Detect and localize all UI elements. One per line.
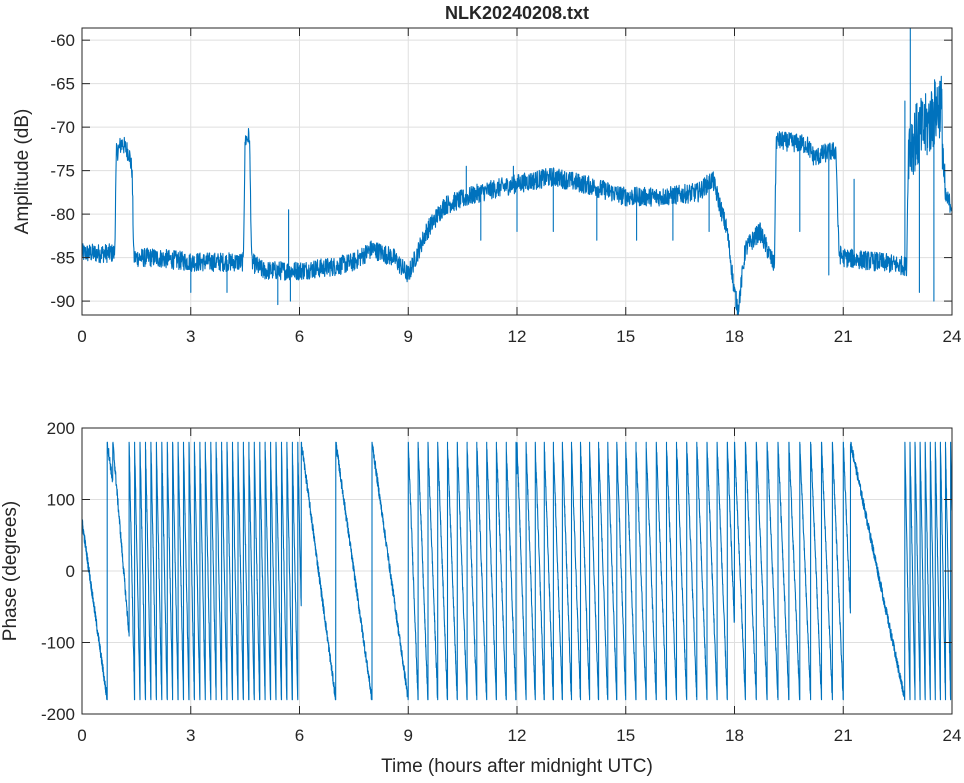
y-tick-label: 0 [66, 562, 75, 581]
x-tick-label: 21 [834, 726, 853, 745]
x-tick-label: 24 [943, 327, 962, 346]
y-tick-label: -60 [50, 31, 75, 50]
axes-2: 0 3 6 9 12 15 18 21 24 -200 -100 0 100 200 Phase (degr… [0, 419, 961, 777]
x-tick-label: 3 [186, 726, 195, 745]
chart-title: NLK20240208.txt [445, 3, 589, 23]
y-tick-label: -70 [50, 118, 75, 137]
series-line-amplitude [81, 27, 953, 316]
y-tick-label: -80 [50, 205, 75, 224]
y-tick-label: 100 [47, 491, 75, 510]
x-tick-label: 6 [295, 327, 304, 346]
y-tick-label: -90 [50, 292, 75, 311]
x-tick-label: 18 [725, 327, 744, 346]
x-tick-label: 15 [616, 327, 635, 346]
y-axis-label: Amplitude (dB) [12, 109, 33, 235]
axes-1: 0 3 6 9 12 15 18 21 24 -90 -85 -80 -75 -70 -65 -60 Ampli… [12, 3, 961, 346]
x-tick-label: 21 [834, 327, 853, 346]
y-axis-label: Phase (degrees) [0, 501, 21, 641]
x-tick-label: 0 [77, 726, 86, 745]
y-tick-label: -85 [50, 249, 75, 268]
x-tick-label: 9 [404, 726, 413, 745]
y-tick-label: -200 [41, 705, 75, 724]
x-tick-label: 12 [508, 327, 527, 346]
y-tick-label: 200 [47, 419, 75, 438]
x-tick-label: 6 [295, 726, 304, 745]
x-tick-label: 0 [77, 327, 86, 346]
x-tick-label: 15 [616, 726, 635, 745]
x-axis-label: Time (hours after midnight UTC) [381, 756, 653, 777]
y-tick-label: -75 [50, 162, 75, 181]
x-tick-label: 3 [186, 327, 195, 346]
y-tick-label: -65 [50, 75, 75, 94]
x-tick-label: 18 [725, 726, 744, 745]
x-tick-label: 9 [404, 327, 413, 346]
x-tick-label: 12 [508, 726, 527, 745]
x-tick-label: 24 [943, 726, 962, 745]
y-tick-label: -100 [41, 634, 75, 653]
series-line-phase [81, 441, 953, 701]
